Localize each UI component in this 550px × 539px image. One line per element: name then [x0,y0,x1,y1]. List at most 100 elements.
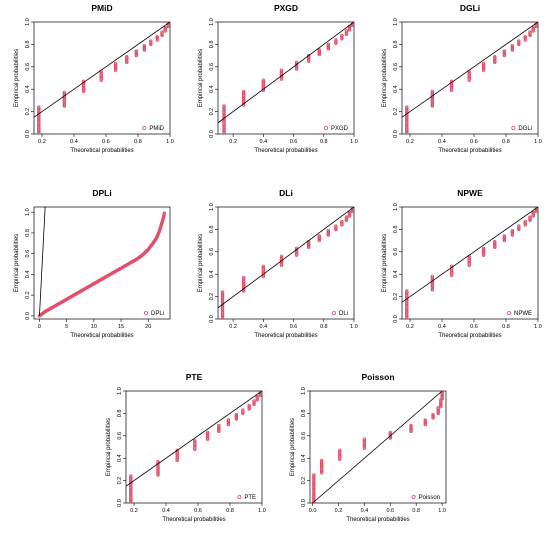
data-point [423,418,427,422]
y-tick-label: 0.8 [25,229,31,237]
y-tick-label: 0.4 [393,270,399,278]
y-tick-label: 0.4 [393,85,399,93]
data-point [405,105,409,109]
y-tick-label: 1.0 [25,18,31,26]
data-point [205,430,210,435]
panel-title: DLi [279,188,293,198]
data-point [481,246,486,251]
legend-label: DLi [339,311,348,317]
y-axis-label: Empirical probabilities [14,234,20,292]
data-point [125,56,129,60]
data-point [531,212,535,216]
data-point [62,92,67,96]
y-tick-label: 0.6 [25,250,31,258]
legend-marker [506,310,511,315]
data-point [481,61,486,66]
legend: PMiD [142,126,165,132]
x-tick-label: 15 [118,324,124,330]
x-tick-label: 0.0 [309,508,317,514]
data-point [510,228,515,233]
data-point [175,448,179,453]
x-tick-label: 0.8 [134,139,142,145]
y-tick-label: 1.0 [117,387,123,395]
plot-frame [33,21,171,135]
data-point [431,412,435,417]
data-point [502,235,507,239]
data-point [340,219,344,224]
data-point [193,439,197,444]
data-point [252,399,256,403]
panel-title: Poisson [361,372,394,382]
y-tick-label: 0.2 [393,293,399,301]
x-tick-label: 10 [91,324,97,330]
x-tick-label: 0.2 [130,508,138,514]
data-point [388,431,393,436]
x-axis-label: Theoretical probabilities [254,333,317,339]
legend-label: PTE [244,495,256,501]
y-tick-label: 0.2 [209,108,215,116]
y-tick-label: 0.8 [393,41,399,49]
data-point [334,39,338,43]
data-point [510,44,515,49]
data-point [338,449,342,454]
x-tick-label: 0.2 [335,508,343,514]
y-axis-label: Empirical probabilities [382,49,388,107]
panel-title: PTE [186,372,203,382]
data-point [467,255,471,260]
data-point [481,247,486,252]
y-tick-label: 0.4 [301,454,307,462]
panel-title: DGLi [460,3,480,13]
legend: Poisson [411,494,440,501]
data-point [113,61,118,66]
data-point [493,56,497,60]
data-point [517,225,521,229]
legend: DLi [331,310,348,317]
y-tick-label: 1.0 [393,203,399,211]
x-axis-label: Theoretical probabilities [438,148,501,154]
y-tick-label: 0.0 [209,130,215,138]
y-tick-label: 0.4 [209,270,215,278]
x-tick-label: 0 [38,324,41,330]
data-point [81,80,86,85]
data-point [517,40,521,44]
y-axis-label: Empirical probabilities [198,49,204,107]
data-point [430,90,435,95]
data-point [294,60,299,65]
x-tick-label: 0.2 [229,139,237,145]
data-point [261,264,266,269]
x-tick-label: 0.6 [470,139,478,145]
data-point [340,33,344,38]
data-point [226,419,231,423]
y-tick-label: 0.8 [209,41,215,49]
y-tick-label: 0.4 [117,454,123,462]
data-point [247,403,251,408]
y-tick-label: 0.0 [117,499,123,507]
x-tick-label: 0.8 [412,508,420,514]
y-tick-label: 0.4 [209,85,215,93]
panel-title: PMiD [91,3,112,13]
x-tick-label: 5 [65,324,68,330]
data-point [217,424,221,428]
y-tick-label: 0.6 [301,432,307,440]
x-tick-label: 1.0 [258,508,266,514]
plot-frame [33,206,171,320]
x-tick-label: 0.4 [438,139,446,145]
data-point [255,396,259,400]
data-point [531,27,535,31]
y-axis-label: Empirical probabilities [198,234,204,292]
reference-line [218,22,354,124]
legend: PXGD [323,126,349,132]
data-point [528,216,532,220]
reference-line [126,391,262,487]
y-tick-label: 0.6 [393,248,399,256]
legend-label: DGLi [518,126,532,132]
plot-frame [217,21,355,135]
plot-area [402,22,538,134]
y-axis-label: Empirical probabilities [106,418,112,476]
plot-frame [401,206,539,320]
panel-pmid: PMiD 0.2 0.4 0.6 0.8 1.0 0.0 0.2 0.4 0.6 0.8 1.0 The… [14,3,174,154]
data-point [502,49,507,53]
reference-line [34,22,170,118]
x-tick-label: 0.8 [502,139,510,145]
y-tick-label: 0.6 [209,248,215,256]
